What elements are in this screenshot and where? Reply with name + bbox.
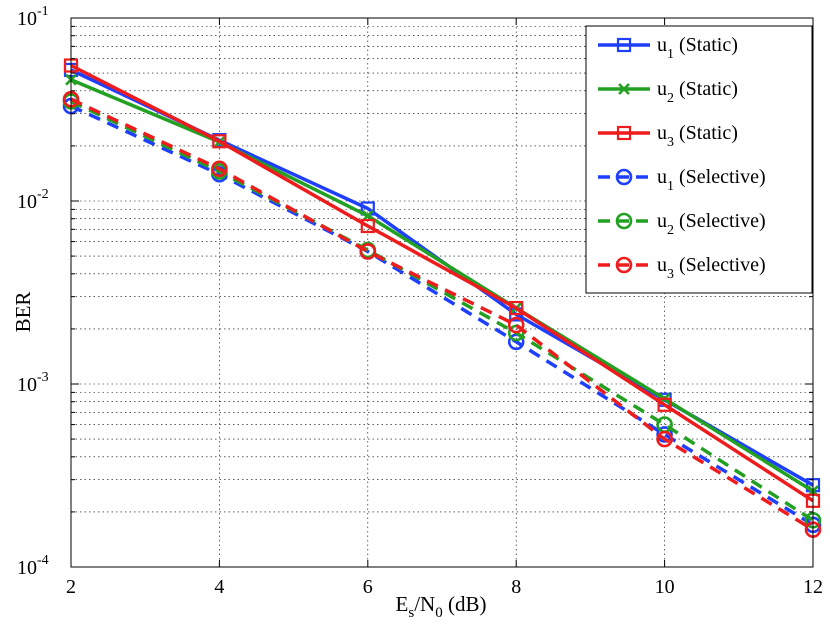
plot-frame [70,17,814,568]
y-tick-label: 10-2 [17,187,49,213]
series-line [70,78,814,493]
legend: u1 (Static) u2 (Static) u3 (Static) u1 (Sel… [585,25,813,294]
legend-label: u2 (Static) [657,78,738,106]
legend-label: u1 (Selective) [657,166,766,194]
y-tick-label: 10-4 [17,553,49,579]
series-line [70,63,814,503]
data-point [509,300,524,316]
x-axis-label: Es/N0 (dB) [396,592,487,621]
y-tick-label: 10-1 [17,4,49,30]
x-tick-label: 2 [66,576,76,598]
series-line [70,104,814,527]
legend-marker [615,256,633,274]
legend-item-0: u1 (Static) [598,34,738,62]
legend-label: u3 (Static) [657,122,738,150]
legend-label: u2 (Selective) [657,210,766,238]
series-group [62,58,822,538]
data-point [360,218,375,234]
x-tick-label: 6 [363,576,373,598]
y-axis-label: BER [11,292,35,333]
data-point [656,426,673,443]
legend-box [585,25,813,294]
data-point [211,160,228,178]
data-point [359,243,377,260]
data-point [657,397,672,412]
series-line [70,99,814,522]
legend-marker [615,168,633,186]
legend-marker [616,125,632,141]
legend-item-3: u1 (Selective) [598,166,766,194]
data-point [656,430,673,448]
legend-label: u1 (Static) [657,34,738,62]
data-point [212,134,227,149]
legend-item-4: u2 (Selective) [598,210,766,238]
legend-marker [615,212,633,230]
x-tick-label: 10 [655,576,675,598]
legend-label: u3 (Selective) [657,254,766,282]
x-tick-label: 4 [214,576,224,598]
legend-marker [616,37,632,53]
legend-item-2: u3 (Static) [598,122,738,150]
axis-ticks: 2 4 6 8 10 12 10-1 10-2 10-3 10-4 [17,4,823,598]
legend-item-5: u3 (Selective) [598,254,766,282]
y-tick-label: 10-3 [17,370,49,396]
legend-marker [618,83,630,95]
data-point [507,316,525,334]
legend-item-1: u2 (Static) [598,78,738,106]
x-tick-label: 8 [511,576,521,598]
x-tick-label: 12 [803,576,823,598]
